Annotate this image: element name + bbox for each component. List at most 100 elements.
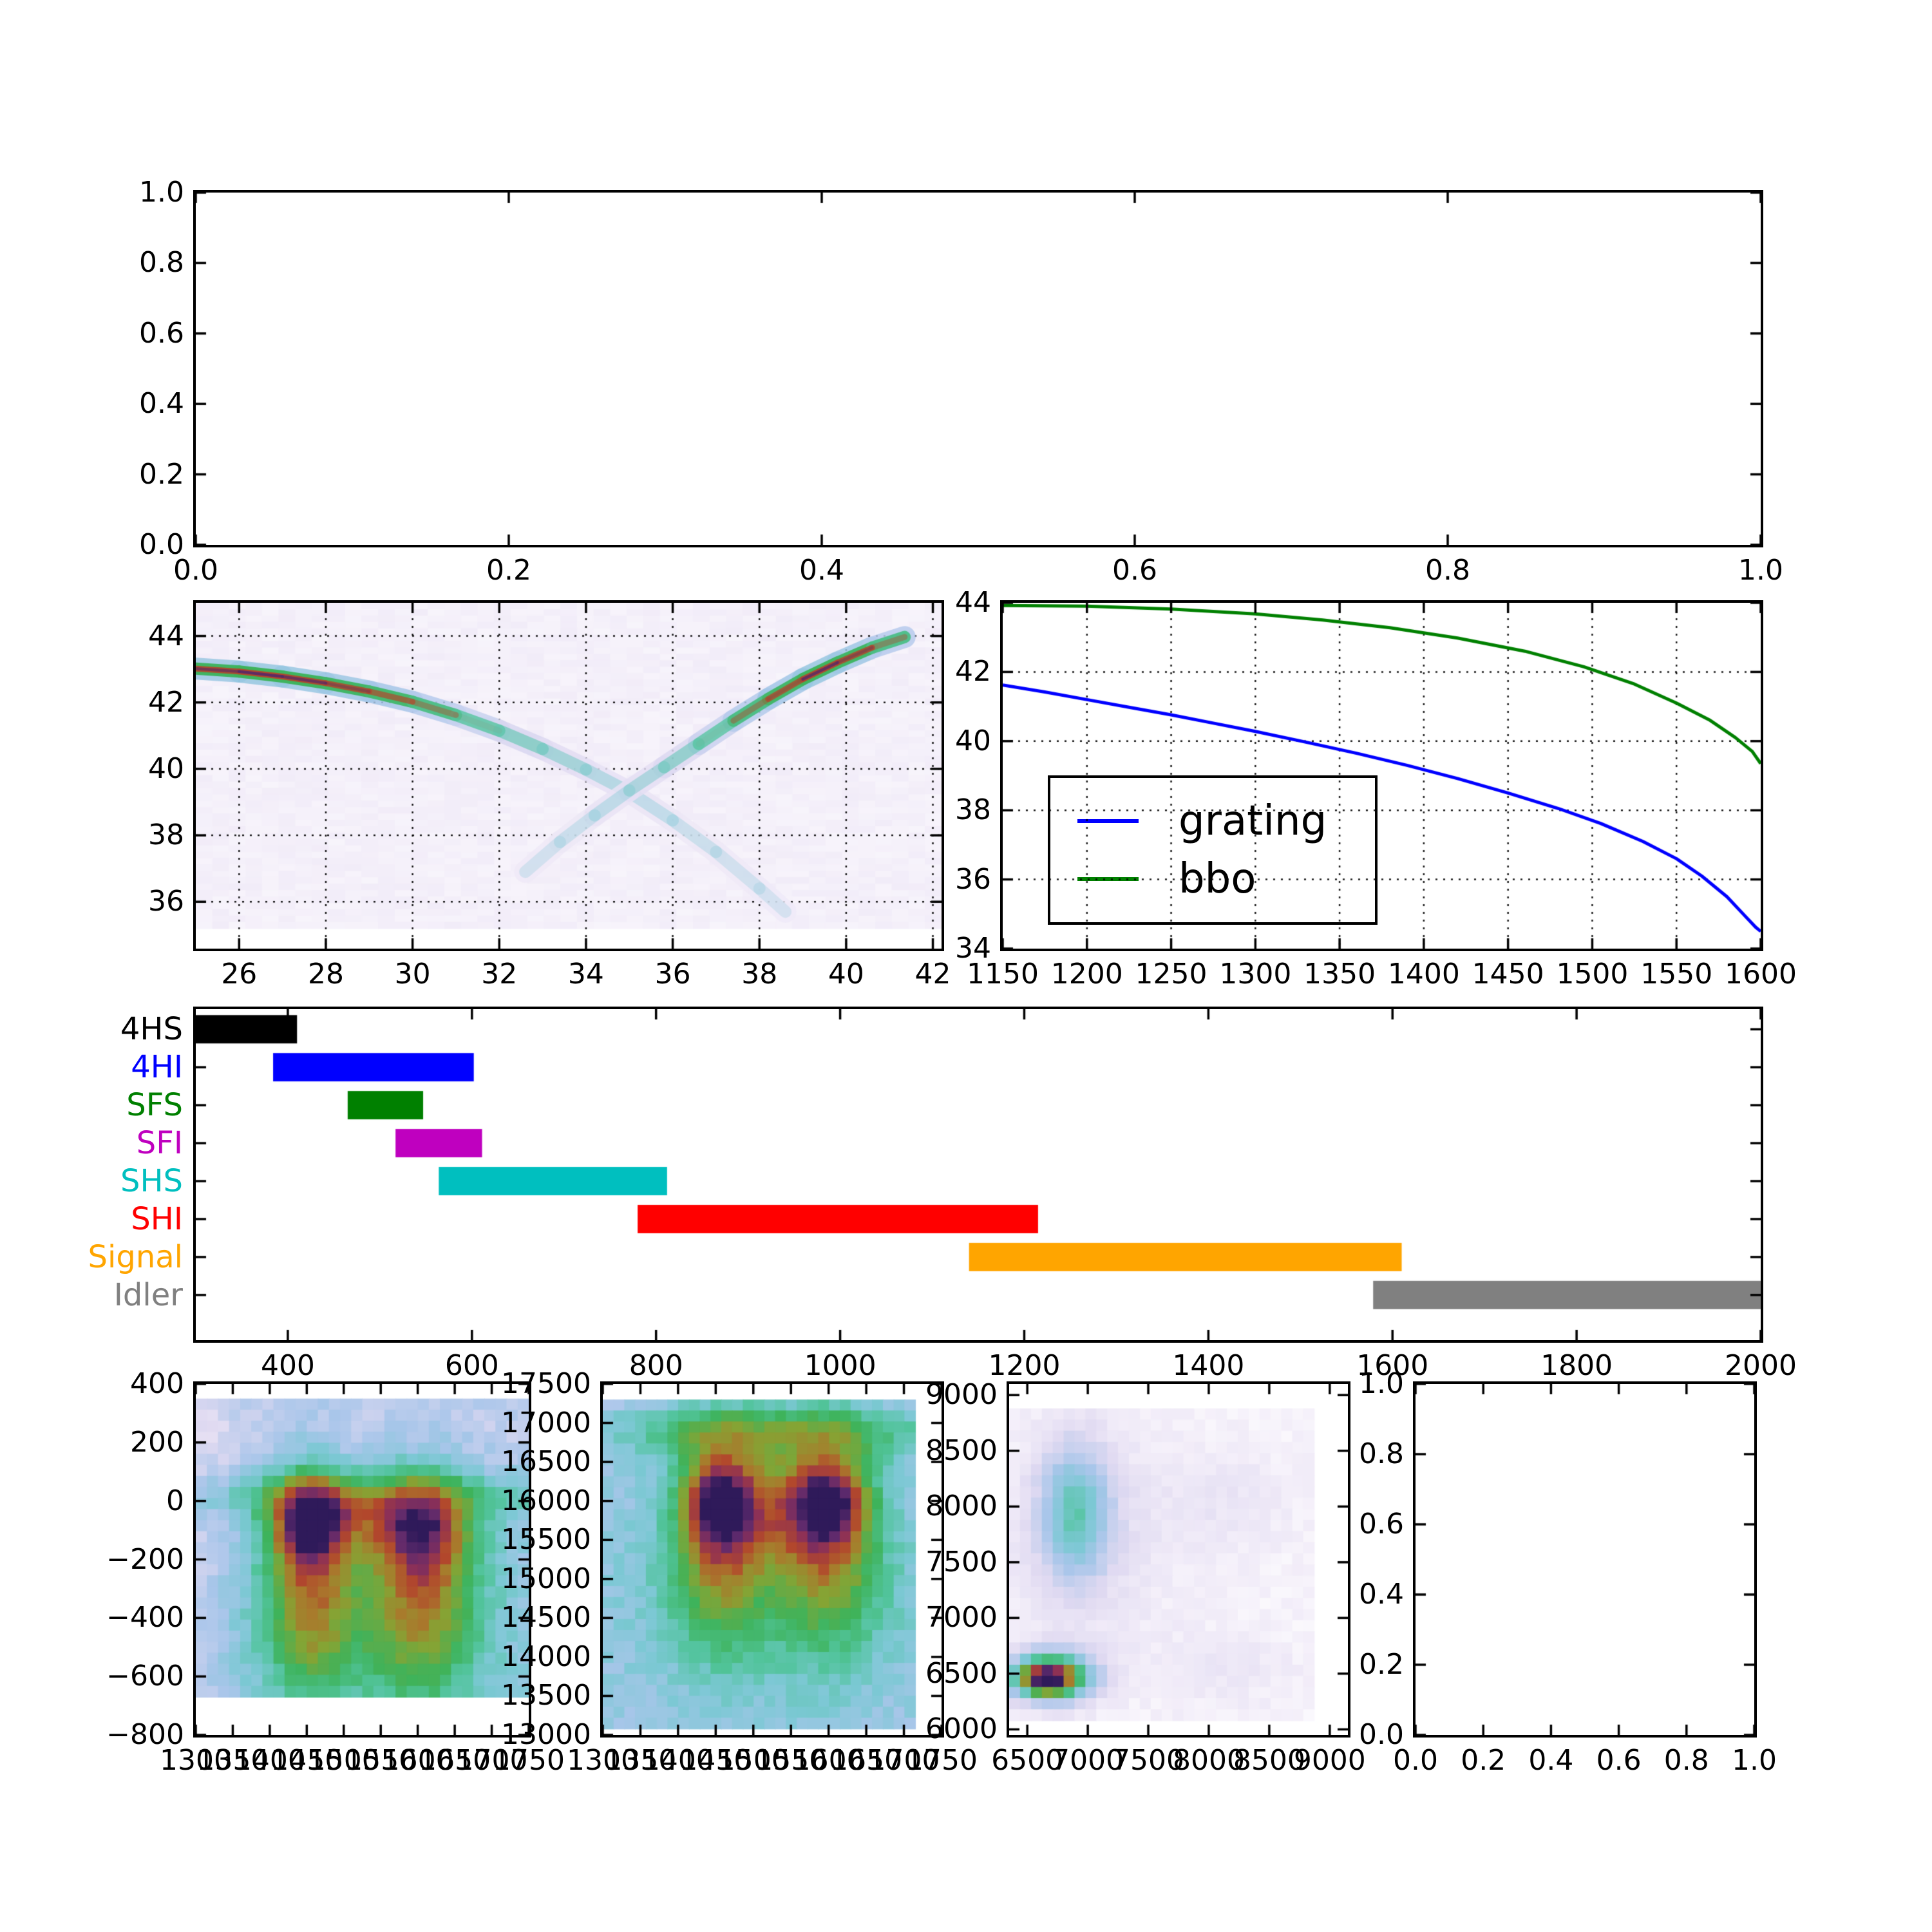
wavelength_bars-canvas — [196, 1009, 1761, 1340]
bottom-heatmap-frequency — [600, 1381, 944, 1738]
jsa_map-x-tick-label: 38 — [741, 958, 778, 990]
bottom_empty-y-tick-label: 0.4 — [1359, 1578, 1404, 1611]
angle_curves-x-tick-label: 1550 — [1640, 958, 1713, 990]
angle_curves-canvas — [1003, 603, 1761, 949]
map_freq-canvas — [603, 1384, 942, 1735]
map_freq-x-tick-label: 1750 — [905, 1744, 978, 1777]
map_shg-y-tick-label: 7000 — [925, 1601, 998, 1634]
wavelength_bars-x-tick-label: 2000 — [1725, 1349, 1797, 1382]
jsa_map-canvas — [196, 603, 942, 949]
map_delay-x-tick-label: 1400 — [233, 1744, 306, 1777]
angle_curves-x-tick-label: 1300 — [1219, 958, 1292, 990]
map_delay-x-tick-label: 1500 — [307, 1744, 380, 1777]
angle_curves-x-tick-label: 1450 — [1472, 958, 1544, 990]
wavelength-ranges-bar-chart — [193, 1007, 1763, 1343]
map_shg-x-tick-label: 8000 — [1172, 1744, 1245, 1777]
jsa_map-x-tick-label: 28 — [307, 958, 344, 990]
bottom_empty-y-tick-label: 1.0 — [1359, 1367, 1404, 1400]
jsa_map-x-tick-label: 30 — [394, 958, 431, 990]
map_freq-x-tick-label: 1650 — [830, 1744, 903, 1777]
map_delay-y-tick-label: −200 — [106, 1542, 184, 1576]
map_shg-canvas — [1009, 1384, 1348, 1735]
top_empty-x-tick-label: 0.0 — [173, 554, 218, 587]
bottom-heatmap-delay — [193, 1381, 531, 1738]
top_empty-y-tick-label: 0.6 — [139, 316, 184, 350]
jsa_map-x-tick-label: 42 — [914, 958, 951, 990]
map_freq-y-tick-label: 16000 — [501, 1484, 591, 1517]
map_freq-x-tick-label: 1350 — [604, 1744, 677, 1777]
map_delay-x-tick-label: 1650 — [419, 1744, 491, 1777]
bottom_empty-x-tick-label: 1.0 — [1732, 1744, 1777, 1777]
bar-row-label-shi: SHI — [131, 1200, 183, 1237]
angle_curves-x-tick-label: 1350 — [1303, 958, 1376, 990]
wavelength_bars-x-tick-label: 1400 — [1172, 1349, 1245, 1382]
map_delay-canvas — [196, 1384, 529, 1735]
wavelength_bars-x-tick-label: 1000 — [804, 1349, 876, 1382]
bar-row-label-shs: SHS — [120, 1163, 183, 1200]
top_empty-y-tick-label: 1.0 — [139, 176, 184, 209]
top-empty-plot — [193, 190, 1763, 547]
bottom_empty-x-tick-label: 0.6 — [1596, 1744, 1642, 1777]
map_delay-y-tick-label: −400 — [106, 1601, 184, 1634]
jsa_map-x-tick-label: 26 — [221, 958, 258, 990]
bar-row-label-sfs: SFS — [126, 1087, 183, 1124]
jsa_map-x-tick-label: 34 — [567, 958, 604, 990]
map_shg-y-tick-label: 9000 — [925, 1378, 998, 1412]
map_shg-y-tick-label: 6500 — [925, 1656, 998, 1690]
map_freq-x-tick-label: 1400 — [641, 1744, 714, 1777]
top_empty-y-tick-label: 0.2 — [139, 457, 184, 491]
bottom-heatmap-shg — [1007, 1381, 1350, 1738]
map_shg-y-tick-label: 8000 — [925, 1490, 998, 1523]
map_delay-y-tick-label: −800 — [106, 1718, 184, 1751]
map_shg-x-tick-label: 7500 — [1112, 1744, 1185, 1777]
bottom_empty-y-tick-label: 0.2 — [1359, 1648, 1404, 1681]
map_freq-x-tick-label: 1500 — [717, 1744, 790, 1777]
angle_curves-y-tick-label: 34 — [955, 932, 991, 965]
bar-row-label-4hs: 4HS — [120, 1011, 183, 1048]
map_freq-y-tick-label: 14000 — [501, 1640, 591, 1673]
map_shg-x-tick-label: 7000 — [1052, 1744, 1124, 1777]
jsa_map-y-tick-label: 38 — [148, 819, 184, 852]
angle_curves-x-tick-label: 1150 — [967, 958, 1039, 990]
top_empty-y-tick-label: 0.4 — [139, 387, 184, 421]
bar-row-label-idler: Idler — [113, 1276, 183, 1313]
bar-row-label-signal: Signal — [88, 1238, 183, 1275]
angle_curves-x-tick-label: 1250 — [1135, 958, 1208, 990]
angle_curves-y-tick-label: 42 — [955, 655, 991, 688]
map_freq-y-tick-label: 17500 — [501, 1367, 591, 1400]
bottom-empty-plot — [1413, 1381, 1757, 1738]
jsa_map-y-tick-label: 42 — [148, 685, 184, 719]
map_freq-y-tick-label: 15500 — [501, 1523, 591, 1557]
map_freq-y-tick-label: 15000 — [501, 1562, 591, 1595]
jsa_map-x-tick-label: 40 — [828, 958, 864, 990]
map_freq-y-tick-label: 17000 — [501, 1406, 591, 1439]
jsa_map-y-tick-label: 36 — [148, 885, 184, 918]
map_freq-x-tick-label: 1550 — [755, 1744, 828, 1777]
angle_curves-x-tick-label: 1200 — [1050, 958, 1123, 990]
angle_curves-y-tick-label: 36 — [955, 862, 991, 896]
map_shg-y-tick-label: 8500 — [925, 1434, 998, 1467]
wavelength_bars-x-tick-label: 800 — [629, 1349, 683, 1382]
bottom_empty-x-tick-label: 0.4 — [1528, 1744, 1574, 1777]
wavelength_bars-x-tick-label: 400 — [260, 1349, 315, 1382]
map_shg-y-tick-label: 6000 — [925, 1712, 998, 1746]
map_freq-x-tick-label: 1450 — [679, 1744, 752, 1777]
map_delay-x-tick-label: 1300 — [160, 1744, 232, 1777]
map_delay-y-tick-label: 400 — [130, 1367, 184, 1400]
top_empty-x-tick-label: 1.0 — [1738, 554, 1783, 587]
bottom_empty-x-tick-label: 0.8 — [1663, 1744, 1709, 1777]
top_empty-y-tick-label: 0.0 — [139, 528, 184, 561]
map_delay-x-tick-label: 1350 — [196, 1744, 269, 1777]
map_freq-y-tick-label: 13500 — [501, 1679, 591, 1712]
jsa_map-y-tick-label: 40 — [148, 752, 184, 785]
top_empty-y-tick-label: 0.8 — [139, 246, 184, 279]
bottom_empty-y-tick-label: 0.8 — [1359, 1437, 1404, 1470]
jsa_map-x-tick-label: 36 — [654, 958, 691, 990]
angle-vs-wavelength-plot: gratingbbo — [1000, 600, 1763, 951]
angle_curves-y-tick-label: 44 — [955, 586, 991, 619]
wavelength_bars-x-tick-label: 1800 — [1540, 1349, 1613, 1382]
angle_curves-x-tick-label: 1400 — [1387, 958, 1460, 990]
angle_curves-y-tick-label: 40 — [955, 724, 991, 757]
bar-row-label-sfi: SFI — [136, 1125, 183, 1162]
